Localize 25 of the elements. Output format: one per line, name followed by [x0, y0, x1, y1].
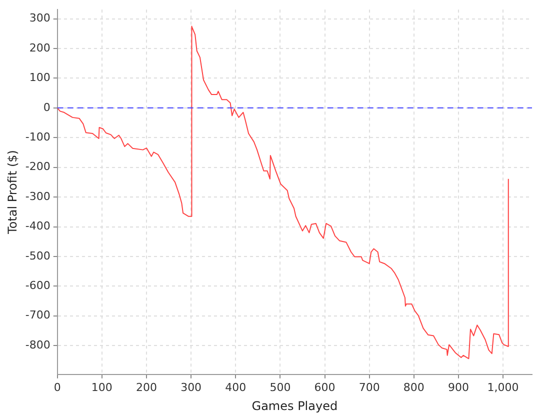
y-tick-label: 200: [29, 41, 50, 54]
x-tick-label: 800: [403, 380, 424, 394]
x-tick-label: 0: [54, 380, 61, 394]
x-tick-label: 1,000: [487, 380, 519, 394]
y-tick-label: -300: [25, 190, 50, 203]
x-tick-label: 400: [225, 380, 246, 394]
x-tick-label: 200: [136, 380, 157, 394]
y-tick-label: -400: [25, 220, 50, 233]
x-tick-label: 900: [448, 380, 469, 394]
y-tick-label: -800: [25, 338, 50, 352]
x-tick-label: 500: [270, 380, 291, 394]
y-axis-title: Total Profit ($): [5, 150, 20, 235]
y-tick-label: 300: [29, 12, 50, 25]
x-tick-label: 100: [91, 380, 112, 394]
y-tick-label: -100: [25, 130, 50, 144]
x-axis-title: Games Played: [252, 398, 338, 413]
x-tick-label: 700: [358, 380, 380, 394]
y-tick-label: -500: [25, 249, 50, 262]
y-tick-label: 100: [29, 71, 50, 84]
y-tick-label: 0: [43, 100, 50, 114]
x-tick-label: 300: [180, 380, 202, 394]
x-tick-label: 600: [314, 380, 336, 394]
y-tick-label: -200: [25, 160, 50, 174]
y-tick-label: -700: [25, 308, 50, 322]
y-tick-label: -600: [25, 279, 50, 292]
